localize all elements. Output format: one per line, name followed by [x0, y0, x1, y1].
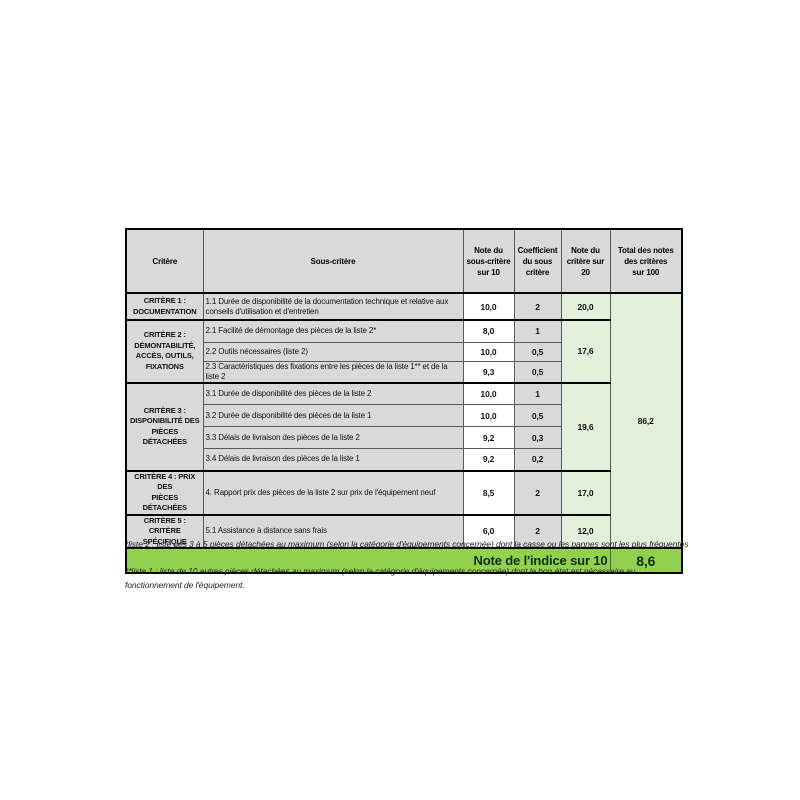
sous-critere-3-4: 3.4 Délais de livraison des pièces de la… [202, 448, 464, 471]
header-sous-critere: Sous-critère [202, 228, 464, 294]
sous-critere-3-1: 3.1 Durée de disponibilité des pièces de… [202, 381, 464, 405]
note10-3-2: 10,0 [462, 404, 515, 427]
table-row: CRITÈRE 5 : CRITÈRE SPÉCIFIQUE 5.1 Assis… [125, 513, 682, 549]
critere-1-label: CRITÈRE 1 : DOCUMENTATION [125, 292, 204, 321]
note10-2-1: 8,0 [462, 319, 515, 343]
critere-3-label: CRITÈRE 3 : DISPONIBILITÉ DES PIÈCES DÉT… [125, 381, 204, 471]
index-score-row: Note de l'indice sur 10 8,6 [125, 547, 683, 574]
coeff-3-2: 0,5 [513, 404, 562, 427]
header-coefficient: Coefficient du sous critère [513, 228, 562, 294]
sous-critere-1-1: 1.1 Durée de disponibilité de la documen… [202, 292, 464, 321]
coeff-2-2: 0,5 [513, 341, 562, 362]
critere-2-label: CRITÈRE 2 : DÉMONTABILITÉ, ACCÈS, OUTILS… [125, 319, 204, 383]
sous-critere-2-2: 2.2 Outils nécessaires (liste 2) [202, 341, 464, 362]
note20-critere-4: 17,0 [560, 469, 611, 515]
sous-critere-2-3: 2.3 Caractéristiques des fixations entre… [202, 360, 464, 383]
table-row: CRITÈRE 1 : DOCUMENTATION 1.1 Durée de d… [125, 292, 683, 549]
table-row: 3.4 Délais de livraison des pièces de la… [126, 448, 682, 471]
note10-1-1: 10,0 [462, 292, 515, 321]
note10-2-2: 10,0 [462, 341, 515, 362]
table-row: CRITÈRE 2 : DÉMONTABILITÉ, ACCÈS, OUTILS… [125, 319, 682, 383]
table-row: CRITÈRE 3 : DISPONIBILITÉ DES PIÈCES DÉT… [125, 381, 682, 471]
note10-5-1: 6,0 [462, 513, 515, 549]
header-note-sous-critere: Note du sous-critère sur 10 [462, 228, 515, 294]
coeff-3-1: 1 [513, 381, 562, 405]
index-score-label: Note de l'indice sur 10 [125, 547, 611, 574]
header-row: Critère Sous-critère Note du sous-critèr… [125, 228, 683, 294]
coeff-2-1: 1 [513, 319, 562, 343]
sous-critere-3-2: 3.2 Durée de disponibilité des pièces de… [202, 404, 464, 427]
note10-3-1: 10,0 [462, 381, 515, 405]
note20-critere-3: 19,6 [560, 381, 611, 471]
critere-5-label: CRITÈRE 5 : CRITÈRE SPÉCIFIQUE [125, 513, 204, 549]
note10-2-3: 9,3 [462, 360, 515, 383]
coeff-3-4: 0,2 [513, 448, 562, 471]
total-notes-value: 86,2 [609, 292, 683, 549]
note20-critere-5: 12,0 [560, 513, 611, 549]
coeff-1-1: 2 [513, 292, 562, 321]
note10-4: 8,5 [462, 469, 515, 515]
coeff-3-3: 0,3 [513, 426, 562, 449]
coeff-4: 2 [513, 469, 562, 515]
repairability-index-table: Critère Sous-critère Note du sous-critèr… [125, 228, 683, 574]
sous-critere-4: 4. Rapport prix des pièces de la liste 2… [202, 469, 464, 515]
header-total: Total des notes des critères sur 100 [609, 228, 683, 294]
note10-3-4: 9,2 [462, 448, 515, 471]
footnote-liste-2: *liste 2 : liste des 3 à 5 pièces détach… [125, 539, 689, 563]
header-note-critere: Note du critère sur 20 [560, 228, 611, 294]
table-row: 2.2 Outils nécessaires (liste 2) 10,0 0,… [126, 341, 682, 362]
index-score-value: 8,6 [609, 547, 683, 574]
sous-critere-3-3: 3.3 Délais de livraison des pièces de la… [202, 426, 464, 449]
table-row: 3.3 Délais de livraison des pièces de la… [126, 426, 682, 449]
note20-critere-2: 17,6 [560, 319, 611, 383]
footnote-liste-1: **liste 1 : liste de 10 autres pièces dé… [125, 566, 636, 590]
footnotes: *liste 2 : liste des 3 à 5 pièces détach… [125, 538, 691, 592]
sous-critere-5-1: 5.1 Assistance à distance sans frais [202, 513, 464, 549]
header-critere: Critère [125, 228, 204, 294]
note20-critere-1: 20,0 [560, 292, 611, 321]
coeff-2-3: 0,5 [513, 360, 562, 383]
critere-4-label: CRITÈRE 4 : PRIX DES PIÈCES DÉTACHÉES [125, 469, 204, 515]
table-row: CRITÈRE 4 : PRIX DES PIÈCES DÉTACHÉES 4.… [125, 469, 682, 515]
note10-3-3: 9,2 [462, 426, 515, 449]
sous-critere-2-1: 2.1 Facilité de démontage des pièces de … [202, 319, 464, 343]
